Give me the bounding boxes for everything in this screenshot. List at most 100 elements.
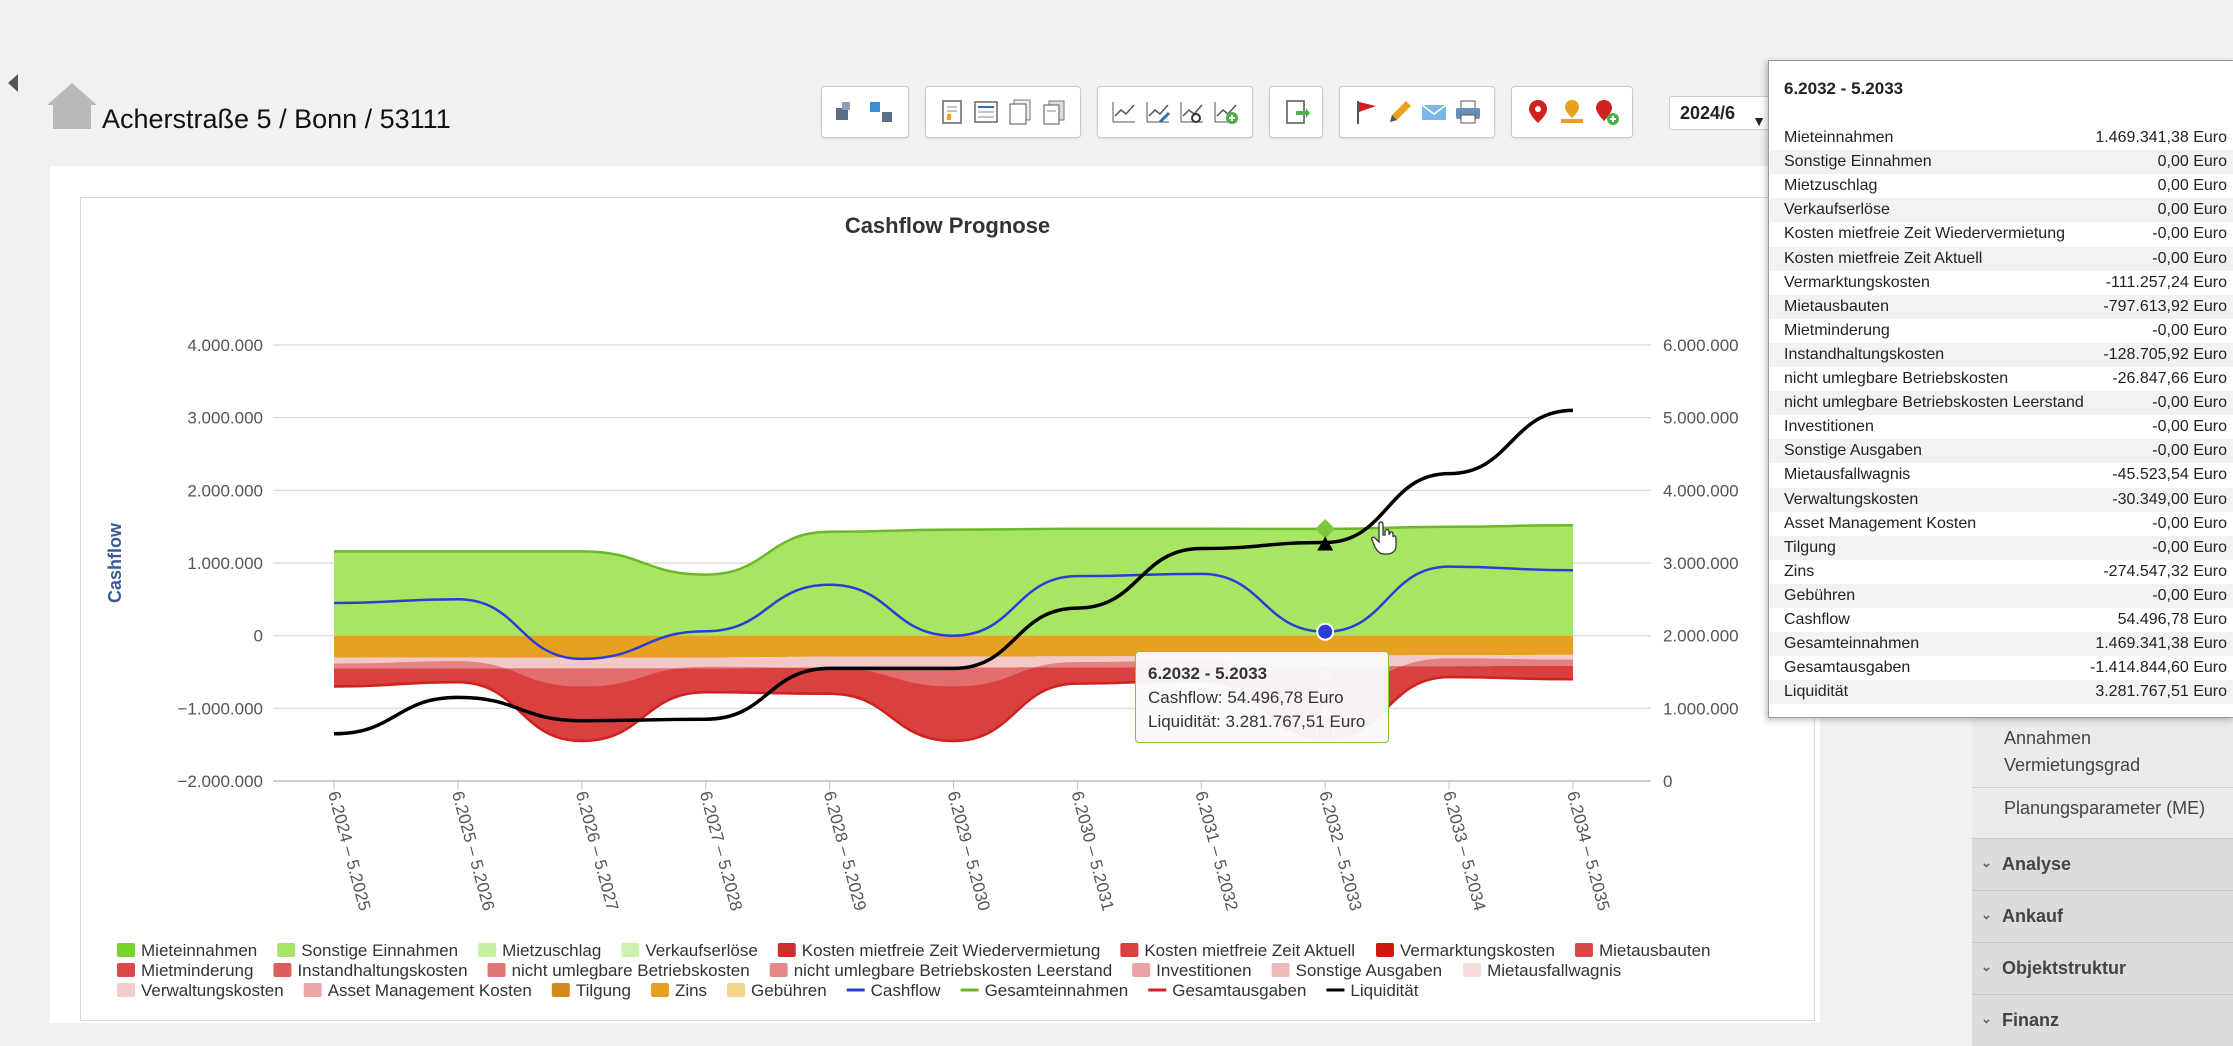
toolbar-group-charts[interactable]: [1097, 86, 1253, 138]
detail-row: nicht umlegbare Betriebskosten Leerstand…: [1770, 391, 2233, 416]
export-document-icon[interactable]: [1282, 98, 1310, 126]
detail-row-label: Mietausfallwagnis: [1784, 466, 1911, 484]
toolbar-group-export[interactable]: [1269, 86, 1323, 138]
detail-row: Sonstige Einnahmen 0,00 Euro: [1770, 150, 2233, 175]
legend-item[interactable]: Liquidität: [1350, 981, 1418, 1000]
legend-swatch: [727, 983, 746, 997]
period-detail-panel: 6.2032 - 5.2033 Mieteinnahmen 1.469.341,3…: [1768, 60, 2233, 718]
detail-row-value: -274.547,32 Euro: [2103, 562, 2227, 580]
detail-row-label: Instandhaltungskosten: [1784, 345, 1945, 363]
detail-row: Mietausbauten -797.613,92 Euro: [1770, 294, 2233, 319]
detail-row-label: Mietausbauten: [1784, 297, 1889, 315]
sidebar-section-ankauf[interactable]: ⌄ Ankauf: [1972, 890, 2233, 942]
legend-swatch: [117, 943, 135, 957]
detail-row-label: Gebühren: [1784, 586, 1856, 604]
legend-item[interactable]: Asset Management Kosten: [328, 981, 532, 1000]
legend-item[interactable]: Instandhaltungskosten: [297, 961, 467, 980]
legend-item[interactable]: Verkaufserlöse: [645, 941, 757, 960]
legend-item[interactable]: Vermarktungskosten: [1400, 941, 1555, 960]
detail-row-value: -1.414.844,60 Euro: [2090, 659, 2227, 677]
legend-item[interactable]: Mietzuschlag: [502, 941, 601, 960]
map-pin-person-icon[interactable]: [1558, 98, 1586, 126]
map-pin-add-icon[interactable]: [1592, 98, 1620, 126]
y-tick-label: 1.000.000: [187, 554, 263, 573]
detail-row: Sonstige Ausgaben -0,00 Euro: [1770, 439, 2233, 464]
split-icon[interactable]: [868, 98, 896, 126]
toolbar-group-structure[interactable]: [821, 86, 909, 138]
legend-item[interactable]: Mieteinnahmen: [141, 941, 257, 960]
pencil-icon[interactable]: [1386, 98, 1414, 126]
x-tick-label: 6.2026 – 5.2027: [572, 789, 622, 913]
toolbar-group-reports[interactable]: [925, 86, 1081, 138]
line-chart-add-icon[interactable]: [1212, 98, 1240, 126]
legend-item[interactable]: Sonstige Einnahmen: [301, 941, 458, 960]
legend-item[interactable]: Sonstige Ausgaben: [1296, 961, 1443, 980]
detail-row: Verwaltungskosten -30.349,00 Euro: [1770, 487, 2233, 512]
flag-icon[interactable]: [1352, 98, 1380, 126]
report-icon[interactable]: [938, 98, 966, 126]
detail-row-value: -0,00 Euro: [2152, 514, 2227, 532]
legend-item[interactable]: Investitionen: [1156, 961, 1251, 980]
chart-tooltip: 6.2032 - 5.2033 Cashflow: 54.496,78 Euro…: [1135, 651, 1389, 743]
report-list-icon[interactable]: [972, 98, 1000, 126]
detail-row: Instandhaltungskosten -128.705,92 Euro: [1770, 342, 2233, 367]
sidebar-section-objektstruktur[interactable]: ⌄ Objektstruktur: [1972, 942, 2233, 994]
detail-row-label: Vermarktungskosten: [1784, 273, 1930, 291]
legend-item[interactable]: nicht umlegbare Betriebskosten: [512, 961, 750, 980]
sidebar-item-planungsparameter[interactable]: Planungsparameter (ME): [2004, 798, 2205, 819]
year-select[interactable]: 2024/6 ▼: [1669, 96, 1773, 130]
legend-item[interactable]: Mietminderung: [141, 961, 253, 980]
legend-swatch: [1120, 943, 1139, 957]
sidebar-collapse-arrow-icon[interactable]: [8, 74, 18, 92]
mail-icon[interactable]: [1420, 98, 1448, 126]
legend-item[interactable]: Mietausfallwagnis: [1487, 961, 1621, 980]
detail-row: Asset Management Kosten -0,00 Euro: [1770, 512, 2233, 536]
report-copy-icon[interactable]: [1040, 98, 1068, 126]
legend-item[interactable]: Verwaltungskosten: [141, 981, 284, 1000]
legend-swatch: [117, 983, 135, 997]
legend-swatch: [1132, 963, 1151, 977]
hand-cursor-icon: [1371, 521, 1397, 555]
report-stack-icon[interactable]: [1006, 98, 1034, 126]
line-chart-link-icon[interactable]: [1178, 98, 1206, 126]
line-chart-icon[interactable]: [1110, 98, 1138, 126]
toolbar-group-actions[interactable]: [1339, 86, 1495, 138]
detail-row-label: Gesamteinnahmen: [1784, 635, 1920, 653]
map-pin-red-icon[interactable]: [1524, 98, 1552, 126]
chevron-down-icon: ⌄: [1981, 855, 1992, 870]
y-tick-label: 3.000.000: [187, 409, 263, 428]
cashflow-highlight-point: [1316, 622, 1335, 641]
chevron-down-icon: ⌄: [1981, 907, 1992, 922]
cashflow-chart: Cashflow Prognose Cashflow −2.000.000 0 −1.0…: [105, 213, 1739, 1000]
sidebar-section-label: Ankauf: [2002, 906, 2064, 926]
sidebar-section-analyse[interactable]: ⌄ Analyse: [1972, 838, 2233, 890]
legend-item[interactable]: Mietausbauten: [1599, 941, 1711, 960]
print-icon[interactable]: [1454, 98, 1482, 126]
detail-row-label: Sonstige Einnahmen: [1784, 153, 1932, 171]
legend-item[interactable]: Gesamteinnahmen: [985, 981, 1129, 1000]
legend-item[interactable]: Cashflow: [871, 981, 942, 1000]
legend-item[interactable]: Gesamtausgaben: [1172, 981, 1306, 1000]
legend-item[interactable]: Zins: [675, 981, 707, 1000]
home-icon[interactable]: [47, 83, 97, 129]
legend-swatch: [117, 963, 135, 977]
toolbar-group-map[interactable]: [1511, 86, 1633, 138]
legend-item[interactable]: Gebühren: [751, 981, 827, 1000]
legend-swatch: [1574, 943, 1593, 957]
detail-row-label: Kosten mietfreie Zeit Aktuell: [1784, 249, 1983, 267]
legend-item[interactable]: nicht umlegbare Betriebskosten Leerstand: [794, 961, 1112, 980]
y-right-tick-label: 5.000.000: [1663, 409, 1739, 428]
merge-icon[interactable]: [834, 98, 862, 126]
legend-item[interactable]: Kosten mietfreie Zeit Wiedervermietung: [802, 941, 1101, 960]
line-chart-edit-icon[interactable]: [1144, 98, 1172, 126]
legend-swatch: [478, 943, 497, 957]
detail-row: Investitionen -0,00 Euro: [1770, 415, 2233, 439]
detail-row: Gebühren -0,00 Euro: [1770, 583, 2233, 608]
detail-row-label: Investitionen: [1784, 418, 1874, 436]
sidebar-section-finanz[interactable]: ⌄ Finanz: [1972, 994, 2233, 1046]
legend-item[interactable]: Kosten mietfreie Zeit Aktuell: [1144, 941, 1355, 960]
sidebar-item-label: Annahmen Vermietungsgrad: [2004, 728, 2141, 775]
legend-item[interactable]: Tilgung: [576, 981, 631, 1000]
sidebar-item-annahmen-vermietungsgrad[interactable]: Annahmen Vermietungsgrad: [2004, 725, 2164, 779]
detail-row: Kosten mietfreie Zeit Wiedervermietung -0…: [1770, 222, 2233, 246]
